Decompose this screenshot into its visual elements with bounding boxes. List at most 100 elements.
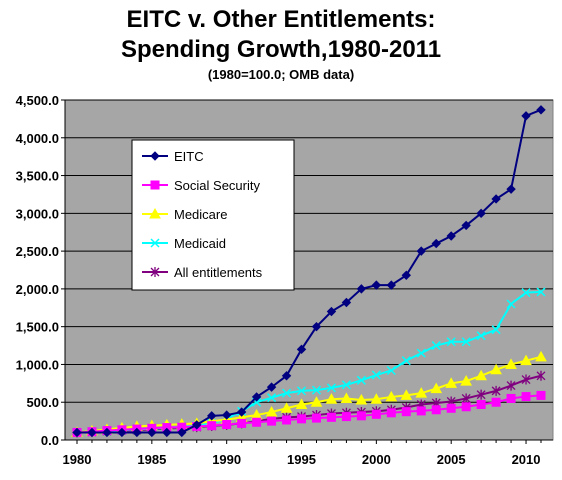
y-tick-label: 1,000.0 bbox=[16, 357, 59, 372]
data-point-medicaid bbox=[536, 287, 546, 297]
data-point-eitc bbox=[251, 392, 262, 402]
data-point-eitc bbox=[281, 371, 292, 381]
data-point-eitc bbox=[491, 194, 501, 204]
data-point-eitc bbox=[341, 297, 352, 308]
data-point-social-security bbox=[252, 417, 262, 427]
data-point-medicaid bbox=[461, 337, 471, 347]
data-point-social-security bbox=[356, 411, 366, 421]
y-tick-label: 2,000.0 bbox=[16, 282, 59, 297]
data-point-medicaid bbox=[371, 370, 381, 380]
data-point-medicaid bbox=[476, 331, 486, 341]
data-point-eitc bbox=[296, 344, 307, 355]
data-point-social-security bbox=[416, 406, 426, 416]
legend-label-eitc: EITC bbox=[174, 149, 204, 164]
data-point-medicare bbox=[385, 390, 398, 402]
data-point-eitc bbox=[326, 306, 337, 317]
data-point-medicaid bbox=[416, 348, 426, 358]
data-point-eitc bbox=[356, 284, 367, 294]
data-point-medicare bbox=[295, 398, 308, 409]
legend-marker-medicaid bbox=[150, 238, 160, 248]
x-axis: 1980 1985 1990 1995 2000 2005 2010 bbox=[63, 439, 553, 467]
data-point-social-security bbox=[431, 405, 441, 415]
x-tick-label: 1995 bbox=[287, 452, 316, 467]
data-point-all-entitlements bbox=[491, 385, 501, 396]
data-point-medicare bbox=[415, 387, 428, 398]
y-tick-label: 4,000.0 bbox=[16, 131, 59, 146]
data-point-medicaid bbox=[311, 385, 322, 395]
data-point-social-security bbox=[536, 390, 546, 400]
data-point-eitc bbox=[147, 427, 157, 438]
data-point-social-security bbox=[506, 393, 516, 403]
data-point-all-entitlements bbox=[536, 370, 546, 381]
data-point-social-security bbox=[311, 413, 321, 423]
data-point-social-security bbox=[207, 421, 217, 431]
data-point-medicare bbox=[355, 393, 368, 405]
data-point-medicare bbox=[400, 389, 413, 400]
data-point-medicaid bbox=[446, 337, 456, 347]
legend-marker-all-entitlements bbox=[150, 267, 160, 277]
data-point-social-security bbox=[491, 397, 501, 407]
data-point-social-security bbox=[521, 392, 531, 402]
data-point-eitc bbox=[416, 246, 426, 256]
legend: EITC Social Security Medicare Medicaid All e… bbox=[131, 139, 295, 291]
legend-marker-medicare bbox=[149, 207, 161, 219]
data-point-social-security bbox=[326, 412, 336, 422]
data-point-eitc bbox=[72, 427, 82, 438]
chart-subtitle: (1980=100.0; OMB data) bbox=[207, 67, 355, 82]
data-point-medicare bbox=[370, 393, 383, 404]
x-tick-label: 1990 bbox=[212, 452, 241, 467]
data-point-medicaid bbox=[296, 386, 307, 396]
data-point-eitc bbox=[132, 427, 142, 438]
data-point-medicare bbox=[520, 354, 532, 366]
series-group bbox=[71, 105, 547, 438]
data-point-social-security bbox=[267, 416, 277, 426]
y-tick-label: 2,500.0 bbox=[16, 244, 59, 259]
data-point-all-entitlements bbox=[521, 374, 531, 385]
data-point-eitc bbox=[476, 208, 486, 219]
x-tick-label: 2000 bbox=[362, 452, 391, 467]
data-point-medicaid bbox=[491, 325, 501, 335]
legend-label-medicaid: Medicaid bbox=[174, 236, 226, 251]
x-tick-label: 1985 bbox=[137, 452, 166, 467]
data-point-eitc bbox=[207, 411, 217, 421]
data-point-medicare bbox=[490, 363, 502, 375]
data-point-eitc bbox=[521, 111, 531, 121]
data-point-social-security bbox=[476, 399, 486, 409]
data-point-social-security bbox=[341, 412, 351, 422]
data-point-eitc bbox=[461, 220, 471, 231]
data-point-eitc bbox=[177, 427, 187, 438]
legend-marker-eitc bbox=[150, 151, 160, 161]
x-tick-label: 2010 bbox=[512, 452, 541, 467]
data-point-social-security bbox=[461, 402, 471, 412]
chart-title-line-2: Spending Growth,1980-2011 bbox=[120, 36, 442, 63]
data-point-medicare bbox=[340, 392, 353, 403]
data-point-social-security bbox=[237, 418, 247, 428]
data-point-eitc bbox=[311, 321, 322, 332]
data-point-social-security bbox=[297, 414, 307, 424]
data-point-social-security bbox=[371, 409, 381, 419]
y-tick-label: 3,500.0 bbox=[16, 169, 59, 184]
data-point-medicaid bbox=[506, 299, 516, 309]
data-point-medicaid bbox=[386, 365, 396, 376]
data-point-eitc bbox=[371, 280, 382, 290]
y-axis: 0.0 500.0 1,000.0 1,500.0 2,000.0 2,500.0 3,00… bbox=[16, 93, 66, 448]
y-tick-label: 3,000.0 bbox=[16, 206, 59, 221]
data-point-medicare bbox=[430, 382, 443, 394]
data-point-all-entitlements bbox=[461, 393, 471, 404]
data-point-social-security bbox=[222, 420, 232, 430]
data-point-medicare bbox=[265, 406, 278, 417]
data-point-medicare bbox=[505, 358, 517, 369]
data-point-eitc bbox=[162, 427, 172, 438]
legend-label-social-security: Social Security bbox=[174, 178, 260, 193]
data-point-social-security bbox=[401, 407, 411, 417]
data-point-all-entitlements bbox=[506, 380, 516, 391]
data-point-eitc bbox=[87, 427, 97, 438]
data-point-medicare bbox=[535, 350, 547, 362]
data-point-social-security bbox=[386, 408, 396, 418]
data-point-eitc bbox=[536, 105, 546, 115]
data-point-eitc bbox=[221, 410, 232, 420]
data-point-medicare bbox=[445, 377, 458, 388]
legend-marker-social-security bbox=[150, 180, 160, 190]
data-point-medicaid bbox=[401, 356, 411, 366]
